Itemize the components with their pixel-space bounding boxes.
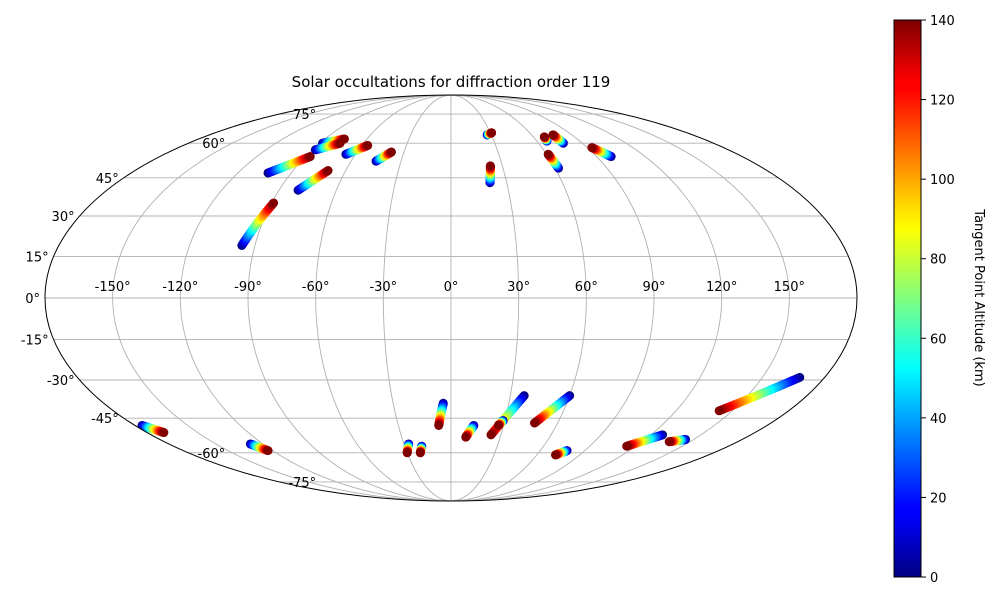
track-point [486, 430, 496, 440]
colorbar-tick-label: 120 [930, 94, 955, 109]
lat-tick-label: 0° [25, 292, 40, 307]
lat-tick-label: 30° [52, 210, 75, 225]
lon-tick-label: 150° [774, 280, 805, 295]
colorbar-tick-label: 40 [930, 412, 947, 427]
lat-tick-label: 15° [26, 250, 49, 265]
track-22 [137, 420, 169, 438]
colorbar-tick-label: 0 [930, 571, 938, 586]
track-5 [293, 166, 333, 195]
lon-tick-label: 60° [575, 280, 598, 295]
track-point [530, 418, 540, 428]
track-24 [622, 430, 668, 451]
lon-tick-label: -120° [162, 280, 198, 295]
lat-tick-label: -30° [47, 374, 75, 389]
lat-tick-label: 75° [293, 108, 316, 123]
colorbar [893, 19, 922, 578]
track-point [305, 152, 315, 162]
track-10 [539, 132, 552, 146]
track-17 [493, 416, 508, 430]
chart-title: Solar occultations for diffraction order… [292, 73, 611, 91]
track-3 [310, 138, 345, 155]
track-point [543, 149, 553, 159]
lat-tick-label: -60° [198, 447, 226, 462]
track-point [386, 147, 396, 157]
colorbar-tick-label: 60 [930, 332, 947, 347]
track-6 [341, 140, 373, 159]
track-point [363, 140, 373, 150]
lat-tick-label: -45° [91, 412, 119, 427]
track-point [434, 420, 444, 430]
colorbar-ticks: 0 20 40 60 80 100 120 140 [921, 14, 955, 586]
colorbar-tick-label: 140 [930, 14, 955, 29]
track-7 [371, 147, 396, 166]
track-1 [263, 152, 315, 178]
track-point [263, 446, 273, 456]
track-9 [485, 161, 495, 188]
latitude-tick-labels: -75° -60° -45° -30° -15° 0° 15° 30° 45° 60° 75° [21, 108, 316, 491]
lon-tick-label: -60° [302, 280, 330, 295]
track-point [539, 132, 549, 142]
grid-lines [45, 94, 857, 502]
track-point [415, 448, 425, 458]
track-20 [402, 439, 414, 458]
track-point [714, 406, 724, 416]
track-point [622, 441, 632, 451]
lon-tick-label: 120° [706, 280, 737, 295]
track-point [485, 161, 495, 171]
colorbar-label: Tangent Point Altitude (km) [971, 208, 986, 386]
track-26 [714, 372, 805, 416]
lon-tick-label: -150° [95, 280, 131, 295]
track-19 [550, 446, 572, 460]
colorbar-tick-label: 100 [930, 173, 955, 188]
lat-tick-label: -15° [21, 334, 49, 349]
lon-tick-label: 0° [444, 280, 459, 295]
track-18 [530, 391, 575, 428]
track-23 [245, 439, 273, 456]
track-point [548, 130, 558, 140]
track-11 [548, 130, 568, 148]
track-4 [237, 198, 279, 250]
lon-tick-label: 30° [507, 280, 530, 295]
track-point [493, 420, 503, 430]
lon-tick-label: -90° [234, 280, 262, 295]
track-12 [543, 149, 564, 173]
track-point [587, 143, 597, 153]
track-point [461, 432, 471, 442]
track-point [335, 138, 345, 148]
track-13 [587, 143, 616, 162]
track-point [402, 448, 412, 458]
longitude-tick-labels: -150° -120° -90° -60° -30° 0° 30° 60° 90° 120° 150… [95, 280, 805, 295]
track-8 [482, 128, 497, 140]
track-point [550, 450, 560, 460]
track-point [323, 166, 333, 176]
track-14 [434, 398, 448, 430]
colorbar-tick-label: 20 [930, 491, 947, 506]
lat-tick-label: 45° [96, 172, 119, 187]
track-point [664, 437, 674, 447]
lat-tick-label: 60° [202, 137, 225, 152]
track-point [159, 428, 169, 438]
lon-tick-label: -30° [369, 280, 397, 295]
track-point [269, 198, 279, 208]
colorbar-tick-label: 80 [930, 253, 947, 268]
map-boundary [44, 94, 858, 502]
track-point [487, 128, 497, 138]
occultation-tracks [137, 128, 805, 460]
lat-tick-label: -75° [288, 476, 316, 491]
track-21 [415, 441, 427, 458]
track-16 [486, 391, 529, 440]
lon-tick-label: 90° [642, 280, 665, 295]
track-15 [461, 420, 479, 442]
track-25 [664, 434, 691, 447]
